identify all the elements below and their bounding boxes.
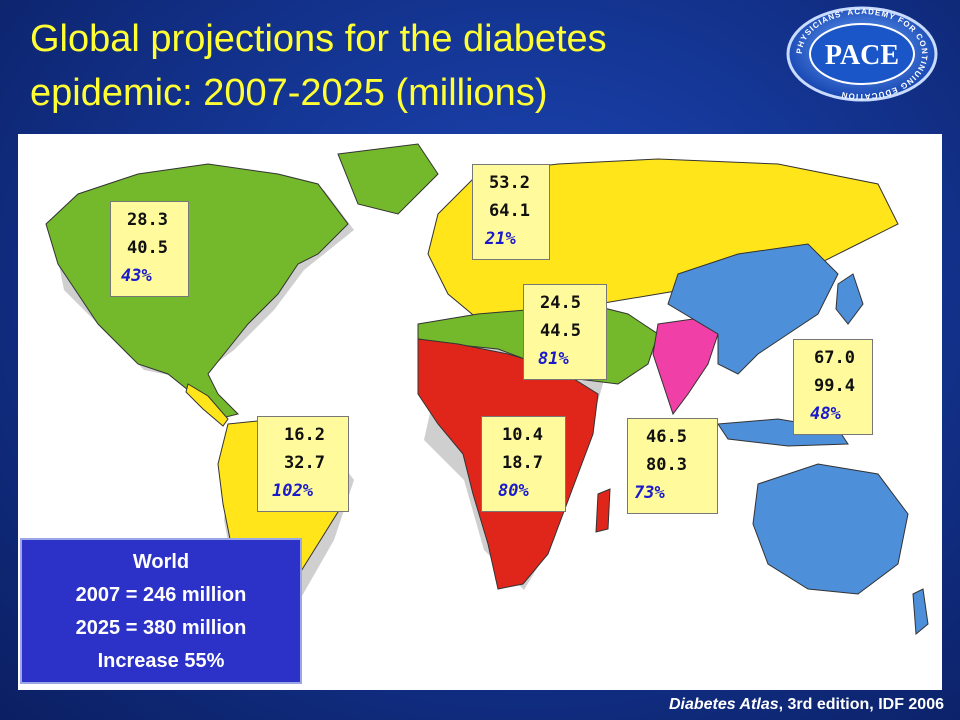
increase-percent: 48%: [810, 404, 841, 424]
south-asia-shape: [652, 318, 719, 416]
value-2007: 46.5: [646, 427, 687, 447]
source-citation: Diabetes Atlas, 3rd edition, IDF 2006: [669, 696, 944, 714]
east-asia-shape: [667, 243, 839, 375]
value-2025: 18.7: [502, 453, 543, 473]
world-increase: Increase 55%: [97, 650, 225, 672]
greenland-shape: [337, 143, 439, 215]
new-zealand-shape: [912, 588, 929, 636]
region-box-south-central-america: 16.2 32.7 102%: [257, 416, 349, 512]
increase-percent: 73%: [634, 483, 665, 503]
region-box-north-america: 28.3 40.5 43%: [110, 201, 189, 297]
value-2025: 80.3: [646, 455, 687, 475]
japan-shape: [835, 273, 864, 325]
value-2007: 67.0: [814, 348, 855, 368]
region-box-africa: 10.4 18.7 80%: [481, 416, 566, 512]
pace-logo: PHYSICIANS' ACADEMY FOR CONTINUING EDUCA…: [786, 6, 938, 102]
region-box-western-pacific: 67.0 99.4 48%: [793, 339, 873, 435]
title-line-1: Global projections for the diabetes: [30, 18, 607, 60]
region-box-middle-east-north-africa: 24.5 44.5 81%: [523, 284, 607, 380]
central-america-shape: [185, 383, 229, 427]
value-2025: 99.4: [814, 376, 855, 396]
value-2007: 16.2: [284, 425, 325, 445]
value-2025: 40.5: [127, 238, 168, 258]
increase-percent: 81%: [538, 349, 569, 369]
region-box-europe: 53.2 64.1 21%: [472, 164, 550, 260]
world-2007: 2007 = 246 million: [75, 584, 247, 606]
value-2007: 53.2: [489, 173, 530, 193]
increase-percent: 80%: [498, 481, 529, 501]
world-heading: World: [132, 551, 190, 573]
logo-text: PACE: [825, 40, 899, 71]
source-title: Diabetes Atlas: [668, 696, 779, 713]
value-2007: 28.3: [127, 210, 168, 230]
australia-shape: [752, 463, 909, 595]
increase-percent: 43%: [121, 266, 152, 286]
value-2007: 10.4: [502, 425, 543, 445]
source-detail: , 3rd edition, IDF 2006: [778, 696, 944, 713]
value-2025: 64.1: [489, 201, 530, 221]
north-america-shape: [45, 163, 349, 420]
madagascar-shape: [595, 488, 611, 533]
region-box-south-east-asia: 46.5 80.3 73%: [627, 418, 718, 514]
slide-title: Global projections for the diabetes epid…: [30, 12, 750, 120]
value-2025: 44.5: [540, 321, 581, 341]
world-summary-box: World 2007 = 246 million 2025 = 380 mill…: [20, 538, 302, 684]
value-2025: 32.7: [284, 453, 325, 473]
world-2025: 2025 = 380 million: [75, 617, 247, 639]
increase-percent: 21%: [485, 229, 516, 249]
increase-percent: 102%: [272, 481, 313, 501]
title-line-2: epidemic: 2007-2025 (millions): [30, 72, 548, 114]
value-2007: 24.5: [540, 293, 581, 313]
